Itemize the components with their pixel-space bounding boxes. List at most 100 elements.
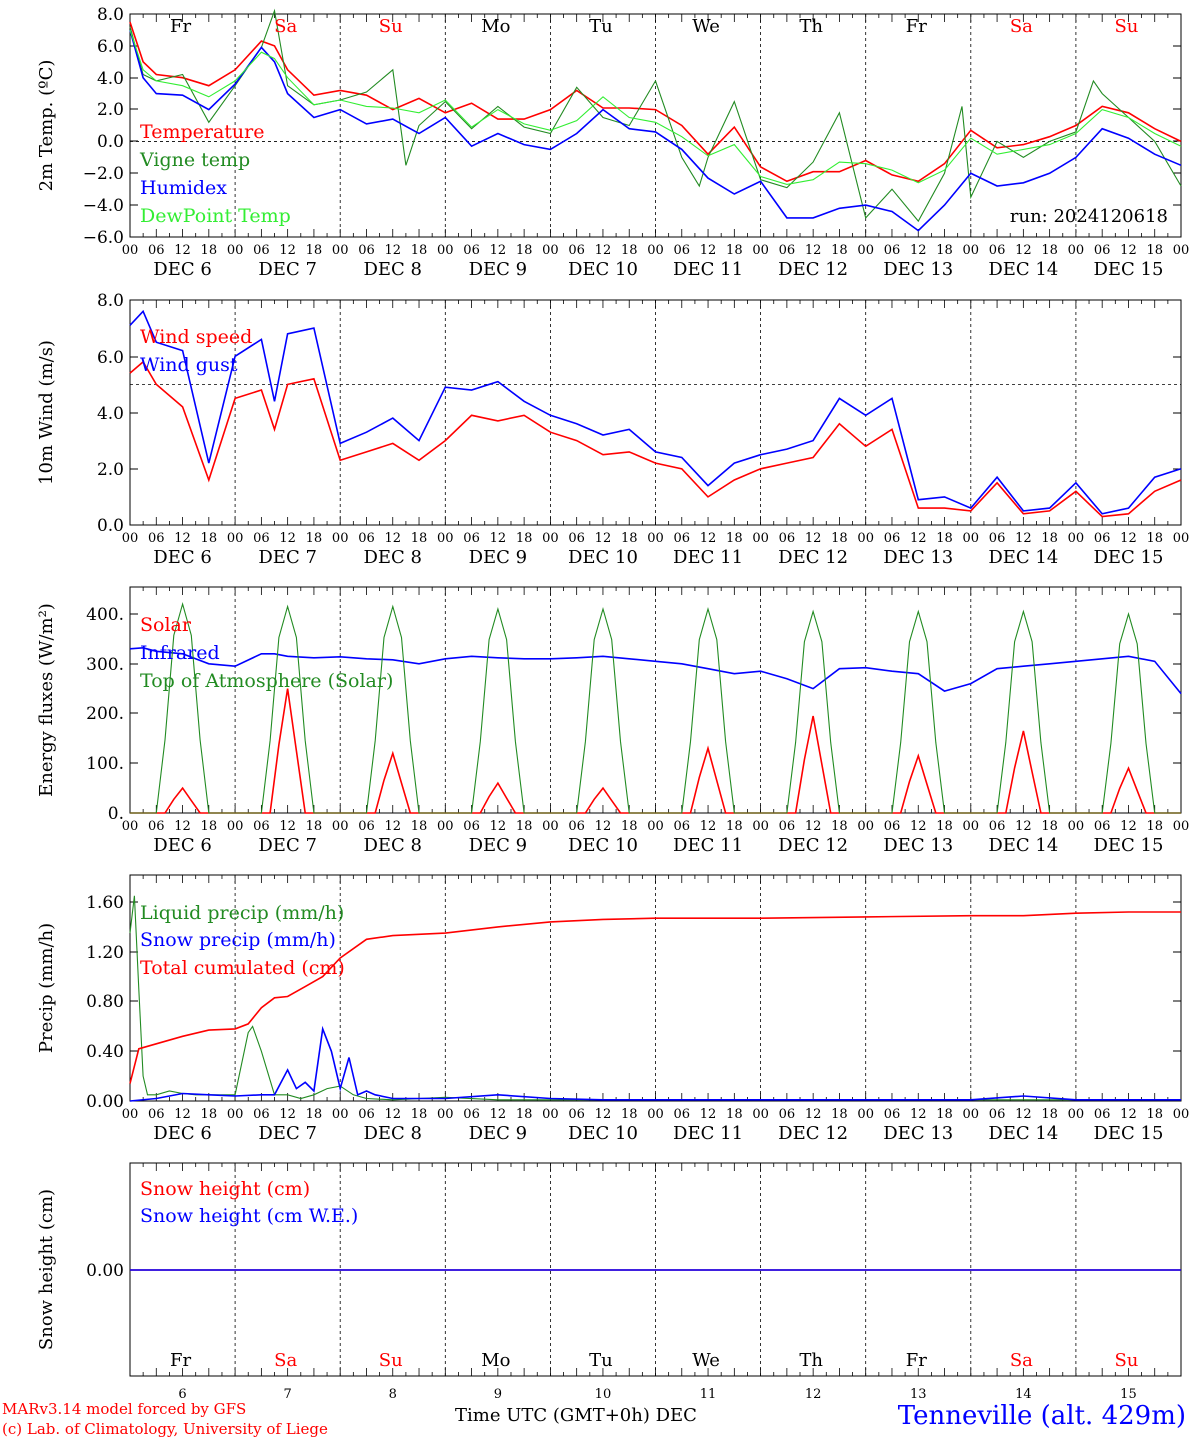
weekday-label: Fr [170, 1350, 191, 1371]
x-hour-label: 18 [1146, 531, 1163, 546]
x-hour-label: 06 [1094, 1107, 1111, 1122]
x-hour-label: 06 [1094, 819, 1111, 834]
x-hour-label: 12 [805, 819, 822, 834]
legend-entry: Wind gust [140, 354, 238, 376]
x-hour-label: 18 [831, 1107, 848, 1122]
x-day-label: DEC 12 [778, 1123, 848, 1144]
x-hour-label: 18 [411, 1107, 428, 1122]
x-hour-label: 00 [227, 243, 244, 258]
x-hour-label: 06 [463, 243, 480, 258]
x-hour-label: 18 [936, 243, 953, 258]
x-day-label: DEC 15 [1093, 835, 1163, 856]
x-hour-label: 18 [201, 1107, 218, 1122]
x-day-label: DEC 13 [883, 547, 953, 568]
legend-entry: Snow height (cm) [140, 1178, 310, 1200]
y-tick-label: 1.60 [86, 893, 124, 913]
x-hour-label: 18 [1146, 819, 1163, 834]
x-hour-label: 00 [542, 1107, 559, 1122]
x-hour-label: 06 [148, 819, 165, 834]
x-hour-label: 00 [437, 531, 454, 546]
x-day-number: 10 [595, 1387, 612, 1402]
y-tick-label: 4.0 [97, 69, 124, 89]
x-hour-label: 12 [174, 1107, 191, 1122]
x-hour-label: 12 [1015, 243, 1032, 258]
series-line-infrared [129, 646, 1182, 695]
panel-5: Snow height (cm) [36, 1162, 1182, 1377]
y-tick-label: 0.0 [97, 132, 124, 152]
legend-entry: Solar [140, 614, 192, 636]
x-hour-label: 12 [805, 1107, 822, 1122]
y-tick-label: 8.0 [97, 291, 124, 311]
weekday-label: Th [799, 1350, 823, 1371]
x-day-label: DEC 9 [469, 547, 528, 568]
x-hour-label: 00 [647, 819, 664, 834]
x-hour-label: 12 [595, 1107, 612, 1122]
x-hour-label: 06 [989, 531, 1006, 546]
weekday-label: Fr [906, 1350, 927, 1371]
x-hour-label: 00 [647, 531, 664, 546]
x-day-label: DEC 6 [153, 547, 212, 568]
y-tick-label: 100. [86, 754, 124, 774]
y-tick-label: 300. [86, 655, 124, 675]
series-line-wind-speed [129, 360, 1182, 518]
x-hour-label: 12 [595, 819, 612, 834]
x-day-label: DEC 14 [988, 1123, 1058, 1144]
x-hour-label: 12 [490, 819, 507, 834]
legend-entry: DewPoint Temp [140, 205, 291, 227]
y-axis-label: Energy fluxes (W/m²) [36, 603, 57, 797]
series-line-total-cumulated-cm [129, 911, 1181, 1084]
weekday-label: Tu [589, 1350, 613, 1371]
x-hour-label: 06 [674, 819, 691, 834]
x-hour-label: 06 [779, 1107, 796, 1122]
time-axis-label: Time UTC (GMT+0h) DEC [455, 1405, 697, 1426]
series-line-vigne-temp [129, 8, 1182, 223]
x-hour-label: 00 [542, 531, 559, 546]
x-day-label: DEC 7 [258, 835, 317, 856]
x-hour-label: 06 [674, 1107, 691, 1122]
x-hour-label: 18 [516, 243, 533, 258]
x-day-label: DEC 15 [1093, 547, 1163, 568]
weekday-label: Sa [274, 16, 297, 37]
x-hour-label: 06 [779, 531, 796, 546]
x-day-label: DEC 12 [778, 835, 848, 856]
x-hour-label: 18 [621, 1107, 638, 1122]
y-axis-label: 10m Wind (m/s) [36, 340, 57, 485]
legend-entry: Total cumulated (cm) [140, 957, 345, 979]
x-hour-label: 00 [963, 243, 980, 258]
x-hour-label: 06 [884, 1107, 901, 1122]
weekday-label: Sa [1010, 1350, 1033, 1371]
x-day-number: 7 [284, 1387, 292, 1402]
x-day-label: DEC 13 [883, 259, 953, 280]
x-hour-label: 12 [1120, 1107, 1137, 1122]
x-hour-label: 06 [253, 243, 270, 258]
x-day-label: DEC 6 [153, 259, 212, 280]
series-line-top-of-atmosphere-solar [130, 601, 1181, 814]
x-hour-label: 00 [437, 243, 454, 258]
x-hour-label: 12 [174, 819, 191, 834]
weekday-label: We [692, 1350, 720, 1371]
weekday-label: Mo [481, 16, 510, 37]
legend-entry: Wind speed [140, 326, 252, 348]
x-hour-label: 06 [1094, 531, 1111, 546]
x-day-label: DEC 6 [153, 835, 212, 856]
series-line-wind-gust [129, 309, 1182, 515]
x-hour-label: 00 [963, 1107, 980, 1122]
x-hour-label: 06 [989, 819, 1006, 834]
weekday-label: Su [379, 16, 403, 37]
series-line-dewpoint-temp [129, 29, 1182, 185]
x-hour-label: 18 [1041, 531, 1058, 546]
x-day-number: 8 [389, 1387, 397, 1402]
y-tick-label: 0.40 [86, 1042, 124, 1062]
x-hour-label: 12 [1120, 243, 1137, 258]
lab-credit: (c) Lab. of Climatology, University of L… [2, 1420, 328, 1438]
y-tick-label: 0.80 [86, 992, 124, 1012]
y-tick-label: 0.00 [86, 1261, 124, 1281]
legend-entry: Liquid precip (mm/h) [140, 902, 344, 924]
x-day-label: DEC 12 [778, 547, 848, 568]
x-hour-label: 12 [174, 243, 191, 258]
x-hour-label: 12 [595, 243, 612, 258]
x-hour-label: 18 [201, 819, 218, 834]
x-hour-label: 06 [253, 1107, 270, 1122]
x-hour-label: 00 [857, 531, 874, 546]
x-hour-label: 18 [831, 819, 848, 834]
